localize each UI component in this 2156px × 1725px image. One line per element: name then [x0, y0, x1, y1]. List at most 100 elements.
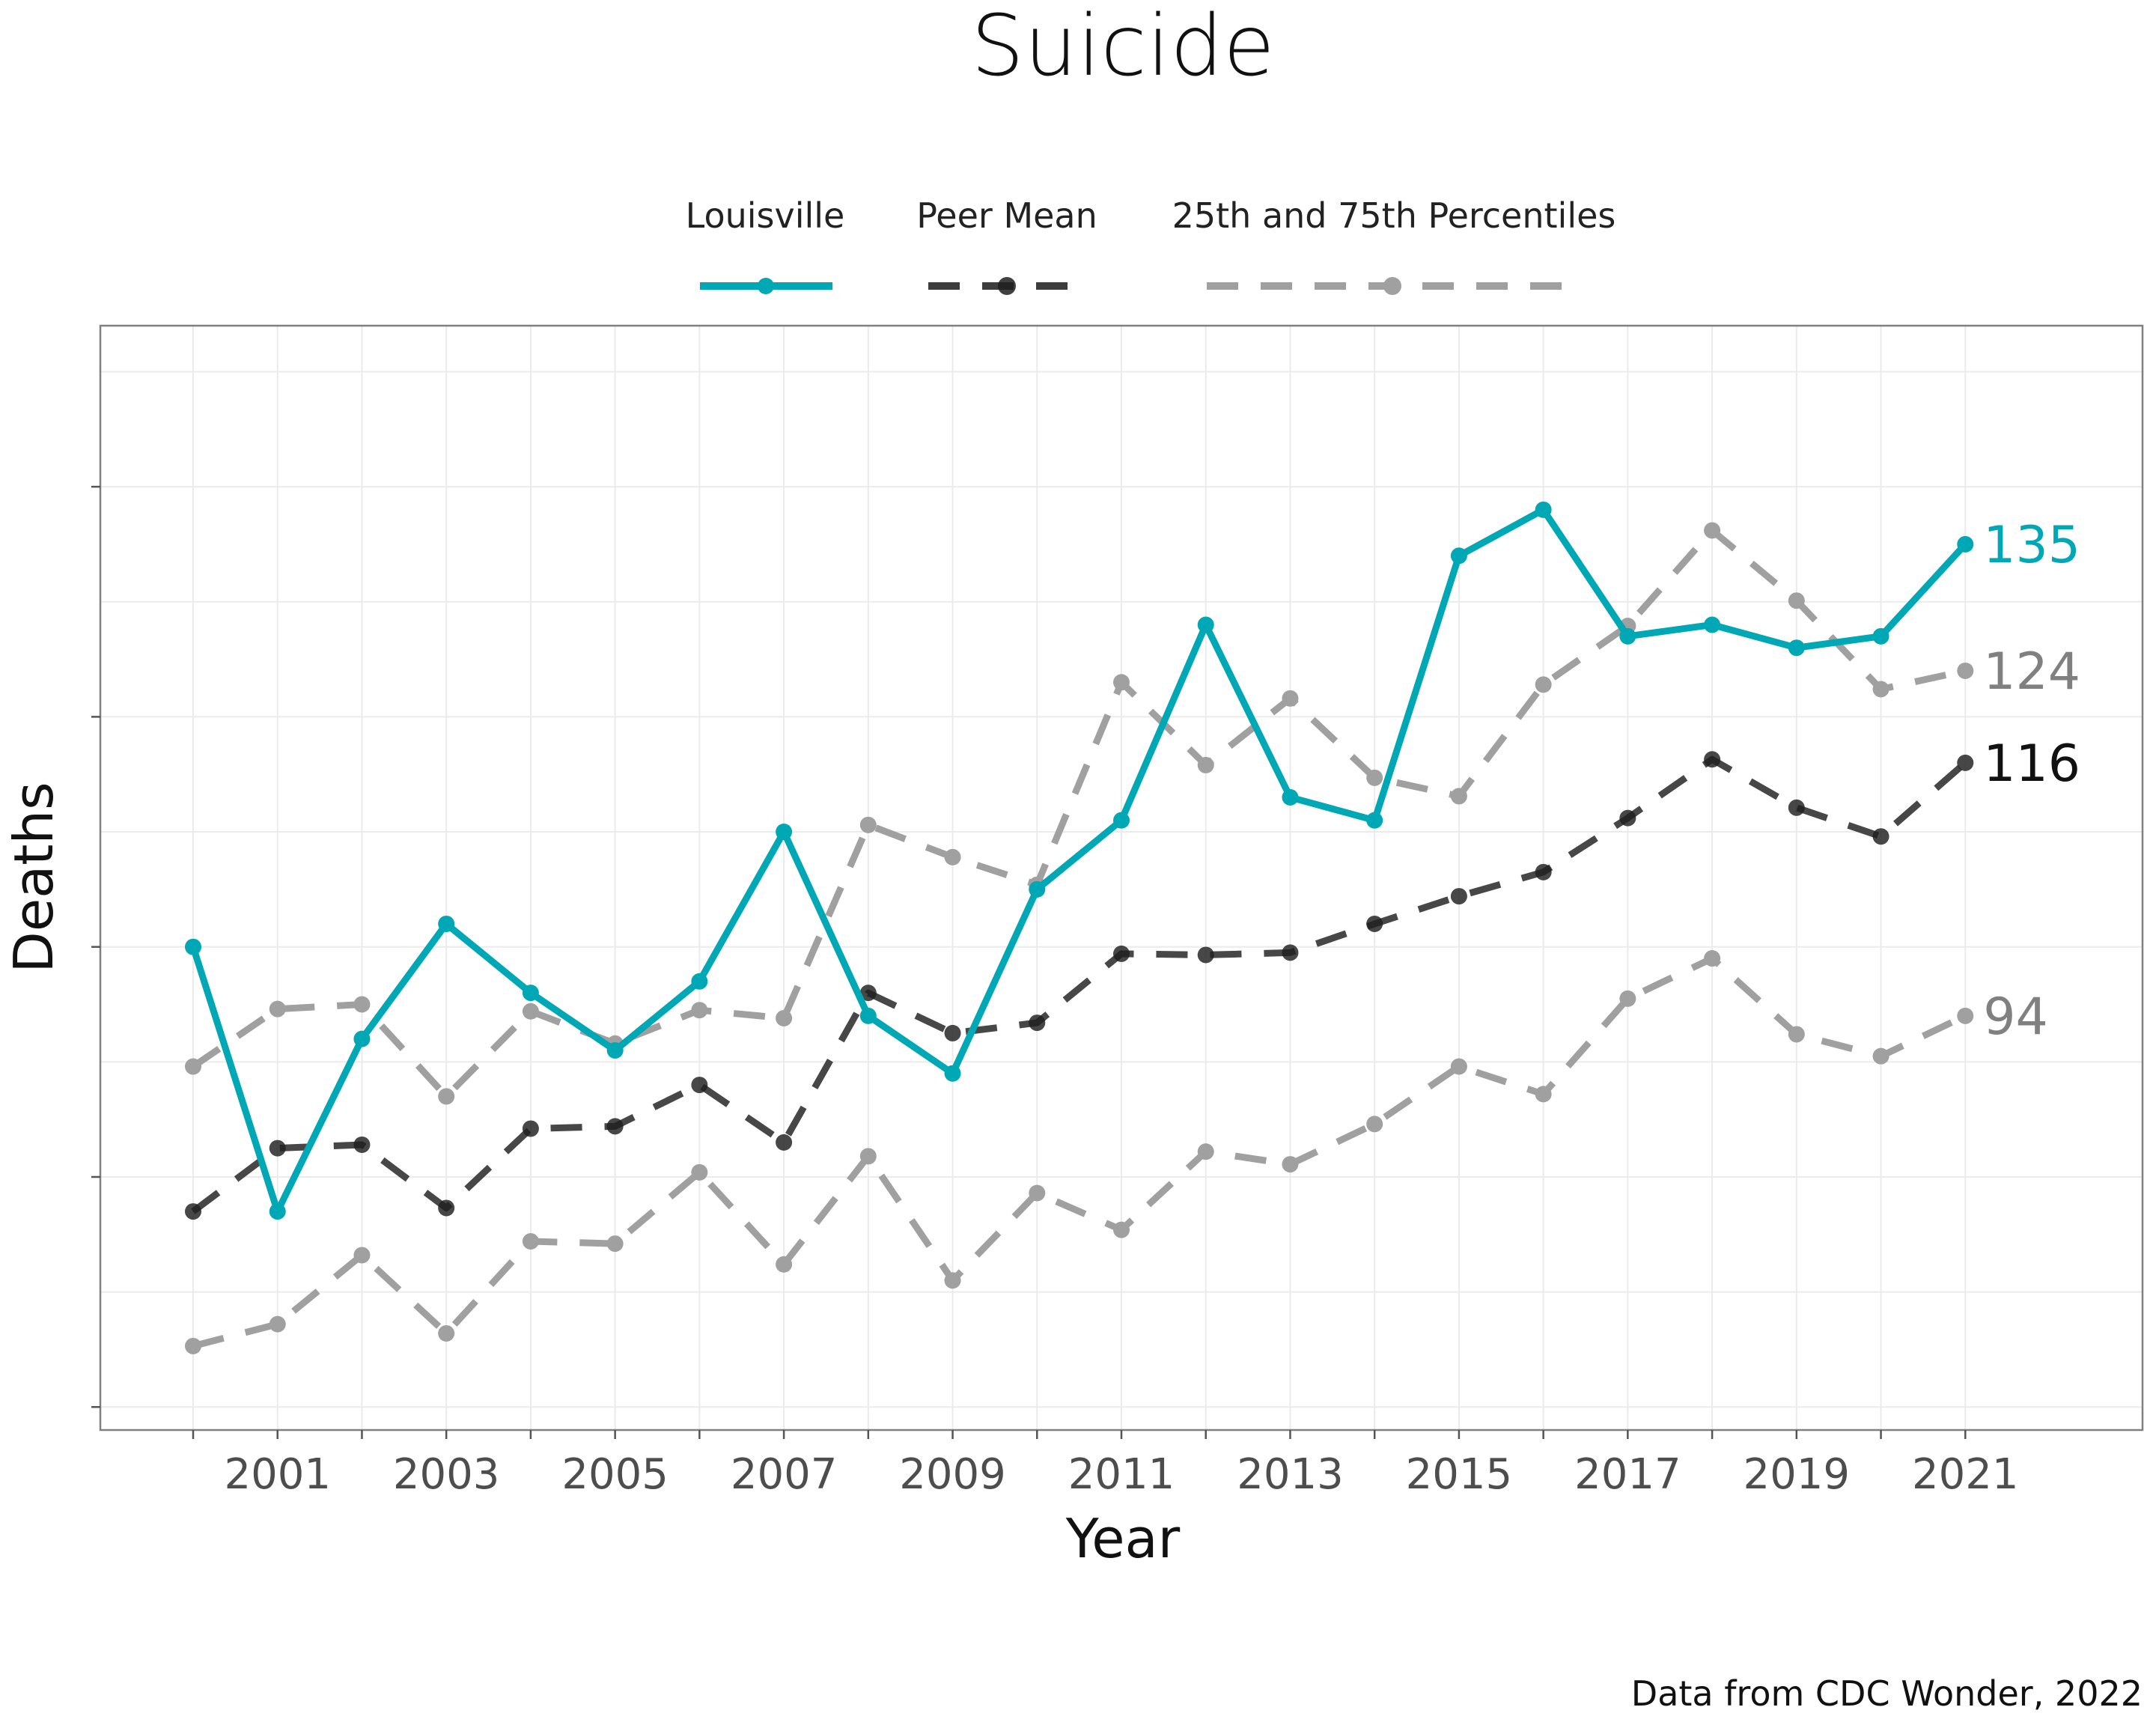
data-point	[185, 1058, 201, 1075]
end-value-label: 94	[1983, 988, 2048, 1047]
data-point	[522, 1120, 539, 1137]
data-point	[1957, 662, 1974, 679]
data-point	[1113, 674, 1130, 691]
end-value-label: 135	[1983, 516, 2080, 575]
data-point	[1872, 627, 1889, 645]
data-point	[1788, 1026, 1805, 1043]
data-point	[1029, 1184, 1046, 1202]
data-point	[776, 824, 793, 841]
data-point	[776, 1009, 793, 1026]
data-point	[1619, 627, 1636, 645]
x-tick-label: 2009	[899, 1450, 1006, 1499]
data-point	[1197, 616, 1214, 633]
data-point	[522, 985, 539, 1002]
legend-label-percentiles: 25th and 75th Percentiles	[1172, 195, 1616, 236]
series-25th-percentile	[185, 950, 1974, 1354]
data-point	[1957, 754, 1974, 771]
data-point	[185, 1337, 201, 1354]
legend-key-peer-mean	[928, 277, 1084, 295]
data-point	[269, 1140, 286, 1157]
data-point	[944, 1024, 961, 1041]
legend-label-peer-mean: Peer Mean	[916, 195, 1097, 236]
data-point	[438, 915, 455, 932]
data-point	[1282, 690, 1299, 707]
data-point	[353, 1247, 371, 1264]
series-peer-mean	[185, 751, 1974, 1220]
series-line	[191, 755, 1968, 1214]
data-point	[353, 996, 371, 1013]
x-tick-label: 2011	[1068, 1450, 1175, 1499]
end-value-label: 116	[1983, 734, 2080, 794]
data-point	[1788, 592, 1805, 609]
data-point	[1197, 946, 1214, 964]
end-value-label: 124	[1983, 642, 2080, 702]
x-tick-label: 2015	[1406, 1450, 1513, 1499]
data-point	[1957, 1007, 1974, 1024]
data-point	[1113, 1221, 1130, 1238]
data-point	[1872, 1047, 1889, 1065]
data-point	[1366, 915, 1383, 932]
data-point	[1113, 945, 1130, 962]
series-louisville	[185, 501, 1974, 1220]
chart-title: Suicide	[971, 0, 1275, 95]
data-point	[269, 1315, 286, 1333]
data-point	[1282, 788, 1299, 806]
legend-key-louisville	[700, 278, 832, 294]
data-point	[1366, 1116, 1383, 1133]
data-point	[1029, 880, 1046, 898]
x-axis-title: Year	[1065, 1507, 1181, 1570]
data-point	[438, 1199, 455, 1217]
data-point	[606, 1041, 624, 1059]
data-point	[944, 1065, 961, 1082]
data-point	[1704, 950, 1721, 967]
data-point	[438, 1324, 455, 1342]
data-point	[691, 1077, 708, 1094]
data-point	[185, 938, 201, 955]
legend: Louisville Peer Mean 25th and 75th Perce…	[686, 195, 1616, 295]
x-tick-label: 2007	[731, 1450, 838, 1499]
data-point	[1366, 812, 1383, 829]
data-point	[1619, 809, 1636, 827]
data-point	[606, 1118, 624, 1135]
data-point	[691, 973, 708, 990]
data-point	[776, 1256, 793, 1273]
data-point	[438, 1088, 455, 1105]
data-point	[1450, 547, 1467, 565]
x-tick-label: 2001	[224, 1450, 331, 1499]
x-tick-label: 2019	[1744, 1450, 1851, 1499]
series-75th-percentile	[185, 522, 1974, 1105]
y-axis-title: Deaths	[2, 782, 65, 973]
data-point	[1872, 828, 1889, 845]
data-point	[691, 1163, 708, 1181]
data-point	[944, 848, 961, 865]
data-point	[353, 1030, 371, 1047]
data-point	[1029, 1014, 1046, 1032]
data-point	[353, 1136, 371, 1153]
data-point	[944, 1272, 961, 1289]
data-point	[522, 1003, 539, 1020]
data-point	[269, 1203, 286, 1220]
data-point	[1535, 863, 1552, 880]
x-tick-label: 2005	[561, 1450, 669, 1499]
data-point	[859, 985, 877, 1002]
data-point	[1704, 522, 1721, 539]
data-point	[1450, 788, 1467, 805]
x-tick-label: 2013	[1237, 1450, 1344, 1499]
x-tick-label: 2017	[1574, 1450, 1681, 1499]
data-point	[859, 816, 877, 833]
axis-ticks	[91, 485, 1967, 1439]
data-point	[606, 1235, 624, 1253]
data-point	[1704, 751, 1721, 768]
data-point	[1113, 812, 1130, 829]
series-line	[189, 506, 1968, 1215]
data-point	[1788, 639, 1805, 657]
legend-key-percentiles	[1207, 277, 1572, 295]
data-point	[522, 1233, 539, 1250]
data-point	[1704, 616, 1721, 633]
data-point	[1450, 1058, 1467, 1075]
data-source-caption: Data from CDC Wonder, 2022	[1631, 1673, 2143, 1714]
x-tick-label: 2003	[393, 1450, 500, 1499]
data-point	[776, 1134, 793, 1151]
x-tick-labels: 2001 2003 2005 2007 2009 2011 2013 2015 2017 2019…	[224, 1450, 2018, 1499]
